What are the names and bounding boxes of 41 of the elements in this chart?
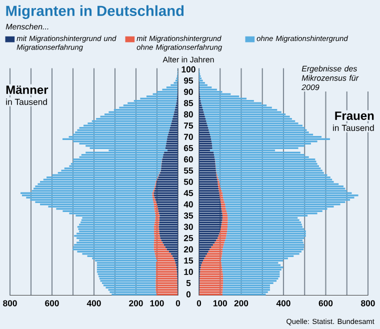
y-tick-label: 40: [184, 201, 193, 208]
y-tick-label: 80: [184, 111, 193, 118]
annotation: Frauen: [335, 112, 374, 120]
x-tick-label: 800: [361, 300, 375, 306]
annotation: in Tausend: [333, 124, 374, 131]
y-tick-label: 15: [184, 258, 194, 264]
x-tick-label: 100: [150, 300, 164, 306]
x-tick-label: 600: [318, 300, 333, 306]
y-tick-label: 30: [184, 224, 193, 230]
y-tick-label: 90: [184, 88, 193, 95]
y-tick-label: 75: [184, 122, 194, 129]
y-tick-label: 50: [184, 178, 193, 185]
y-axis-title: Alter in Jahren: [162, 56, 214, 62]
legend-title: Menschen...: [6, 24, 48, 30]
x-tick-label: 0: [176, 300, 180, 306]
annotation: Männer: [6, 86, 48, 94]
y-tick-label: 20: [184, 246, 193, 252]
x-tick-label: 800: [3, 300, 17, 306]
annotation: in Tausend: [6, 98, 47, 105]
y-tick-label: 25: [184, 235, 194, 242]
x-tick-label: 400: [86, 300, 101, 306]
y-tick-label: 10: [184, 268, 193, 275]
x-tick-label: 400: [276, 300, 290, 306]
y-tick-label: 35: [184, 212, 194, 219]
y-tick-label: 95: [184, 78, 194, 84]
y-tick-label: 65: [184, 145, 194, 152]
annotation: Ergebnisse des Mikrozensus für 2009: [302, 66, 359, 90]
y-tick-label: 55: [184, 168, 194, 174]
x-tick-label: 0: [196, 300, 202, 306]
y-tick-label: 100: [182, 66, 196, 72]
x-tick-label: 600: [45, 300, 59, 306]
x-tick-label: 200: [129, 300, 143, 306]
y-tick-label: 85: [184, 100, 194, 106]
x-tick-label: 200: [234, 300, 248, 306]
chart-title: Migranten in Deutschland: [6, 5, 184, 20]
y-tick-label: 70: [184, 134, 193, 140]
x-tick-label: 100: [213, 300, 227, 306]
y-tick-label: 60: [184, 156, 193, 162]
y-tick-label: 0: [186, 291, 191, 298]
y-tick-label: 45: [184, 190, 194, 196]
y-tick-label: 5: [186, 280, 191, 286]
